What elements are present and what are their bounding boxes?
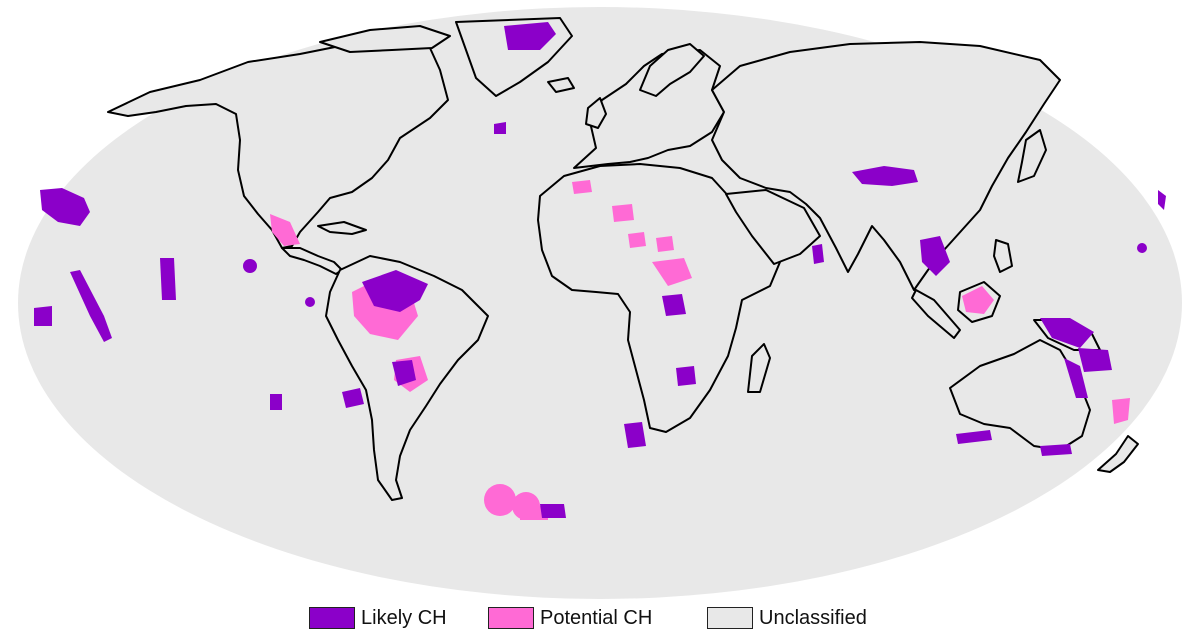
- map-legend: Likely CH Potential CH Unclassified: [0, 599, 1200, 637]
- potential-ch-morocco: [572, 180, 592, 194]
- legend-item-potential-ch: Potential CH: [488, 604, 652, 632]
- likely-ch-marshall: [1137, 243, 1147, 253]
- potential-ch-south-atlantic-1: [484, 484, 516, 516]
- sumatra: [911, 289, 961, 339]
- british-isles: [585, 97, 607, 129]
- likely-ch-pacific-chain: [70, 270, 112, 342]
- likely-ch-nazca: [270, 394, 282, 410]
- potential-ch-chad: [628, 232, 646, 248]
- likely-ch-central-pacific: [243, 259, 257, 273]
- potential-ch-east-africa: [652, 258, 692, 286]
- legend-item-unclassified: Unclassified: [707, 604, 867, 632]
- likely-ch-tibet: [852, 166, 918, 186]
- likely-ch-east-edge: [1158, 190, 1166, 210]
- likely-ch-southern-africa: [676, 366, 696, 386]
- madagascar: [747, 343, 771, 393]
- likely-ch-queensland: [1064, 358, 1088, 398]
- potential-ch-sudan: [656, 236, 674, 252]
- legend-label-likely-ch: Likely CH: [361, 606, 447, 629]
- asia: [711, 41, 1061, 291]
- likely-ch-galapagos: [305, 297, 315, 307]
- new-zealand: [1097, 435, 1139, 473]
- likely-ch-south-australia: [956, 430, 992, 444]
- legend-label-unclassified: Unclassified: [759, 606, 867, 629]
- japan: [1017, 129, 1047, 183]
- potential-ch-sahara: [612, 204, 634, 222]
- legend-swatch-potential-ch: [488, 607, 534, 629]
- likely-ch-pacific-block-1: [160, 258, 176, 300]
- potential-ch-borneo: [962, 286, 994, 314]
- likely-ch-arabian-sea: [812, 244, 824, 264]
- iceland: [547, 77, 575, 93]
- australia: [949, 339, 1091, 451]
- philippines: [993, 239, 1013, 273]
- legend-swatch-likely-ch: [309, 607, 355, 629]
- africa: [537, 163, 781, 433]
- canadian-arctic-islands: [319, 25, 451, 53]
- potential-ch-east-australia: [1112, 398, 1130, 424]
- likely-ch-hawaii: [40, 188, 90, 226]
- likely-ch-amazon: [362, 270, 428, 312]
- legend-item-likely-ch: Likely CH: [309, 604, 447, 632]
- legend-swatch-unclassified: [707, 607, 753, 629]
- potential-ch-mexico: [270, 214, 300, 246]
- likely-ch-north-atlantic: [494, 122, 506, 134]
- likely-ch-south-atlantic: [540, 504, 566, 518]
- legend-label-potential-ch: Potential CH: [540, 606, 653, 629]
- likely-ch-pacific-block-2: [34, 306, 52, 326]
- likely-ch-indochina: [920, 236, 950, 276]
- likely-ch-tasmania-east: [1040, 444, 1072, 456]
- arabian-peninsula: [725, 189, 821, 265]
- likely-ch-coral-sea: [1078, 348, 1112, 372]
- scandinavia: [639, 43, 705, 97]
- likely-ch-areas: [34, 22, 1166, 518]
- likely-ch-congo: [662, 294, 686, 316]
- likely-ch-pantanal: [392, 360, 416, 386]
- caribbean-islands: [317, 221, 367, 235]
- likely-ch-indian-ocean: [624, 422, 646, 448]
- likely-ch-east-pacific: [342, 388, 364, 408]
- likely-ch-greenland: [504, 22, 556, 50]
- world-map: [18, 7, 1182, 599]
- likely-ch-new-guinea: [1040, 318, 1094, 348]
